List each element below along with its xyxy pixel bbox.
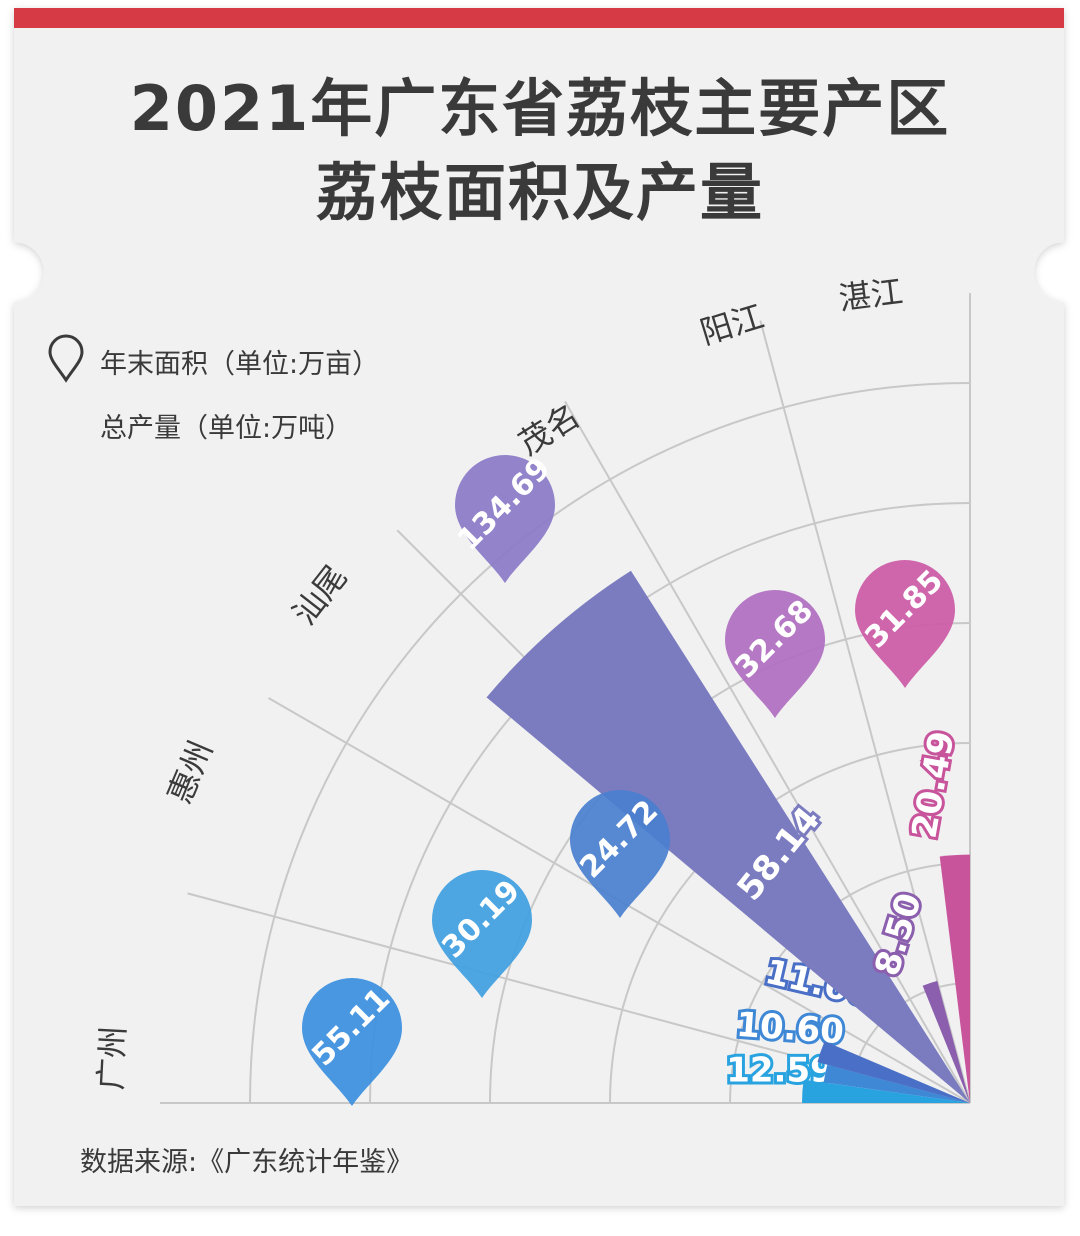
category-label: 湛江 xyxy=(837,272,905,318)
area-pin: 55.11 xyxy=(302,978,402,1106)
grid-spoke xyxy=(564,401,971,1104)
pin-shape xyxy=(855,560,955,688)
area-pin: 31.85 xyxy=(855,560,955,688)
grid-spoke xyxy=(759,320,971,1104)
area-pin: 134.69 xyxy=(451,451,558,583)
output-value-label: 12.59 xyxy=(726,1051,834,1091)
output-value-label: 20.49 xyxy=(904,728,962,841)
chart-title-line1: 2021年广东省荔枝主要产区 xyxy=(129,72,951,145)
output-value-label: 8.50 xyxy=(867,889,930,981)
area-pin: 24.72 xyxy=(570,790,670,918)
output-bar xyxy=(823,1064,970,1103)
category-label: 广州 xyxy=(92,1025,133,1091)
pin-shape xyxy=(432,870,532,998)
area-pin: 32.68 xyxy=(725,590,825,718)
output-bar xyxy=(486,570,970,1103)
polar-grid xyxy=(160,293,971,1104)
output-bar xyxy=(939,854,970,1103)
area-pin: 30.19 xyxy=(432,870,532,998)
legend-area-label: 年末面积（单位:万亩） xyxy=(100,349,380,380)
category-label: 汕尾 xyxy=(285,558,354,632)
output-bar xyxy=(802,1079,970,1103)
output-value-label: 10.60 xyxy=(735,1005,845,1052)
pin-shape xyxy=(455,455,555,583)
category-label: 茂名 xyxy=(512,397,586,463)
category-label: 惠州 xyxy=(160,735,220,809)
output-bar xyxy=(817,1041,970,1103)
pin-shape xyxy=(570,790,670,918)
pin-shape xyxy=(725,590,825,718)
pin-shape xyxy=(302,978,402,1106)
legend-output-label: 总产量（单位:万吨） xyxy=(100,413,353,444)
data-source: 数据来源:《广东统计年鉴》 xyxy=(80,1147,414,1178)
top-accent-bar xyxy=(14,8,1064,28)
output-bar xyxy=(922,980,970,1103)
location-pin-icon xyxy=(48,334,84,383)
category-label: 阳江 xyxy=(696,297,768,352)
area-pins: 55.11 30.19 24.72 134.69 32.68 31.85 xyxy=(302,451,955,1106)
chart-title-line2: 荔枝面积及产量 xyxy=(315,156,764,229)
